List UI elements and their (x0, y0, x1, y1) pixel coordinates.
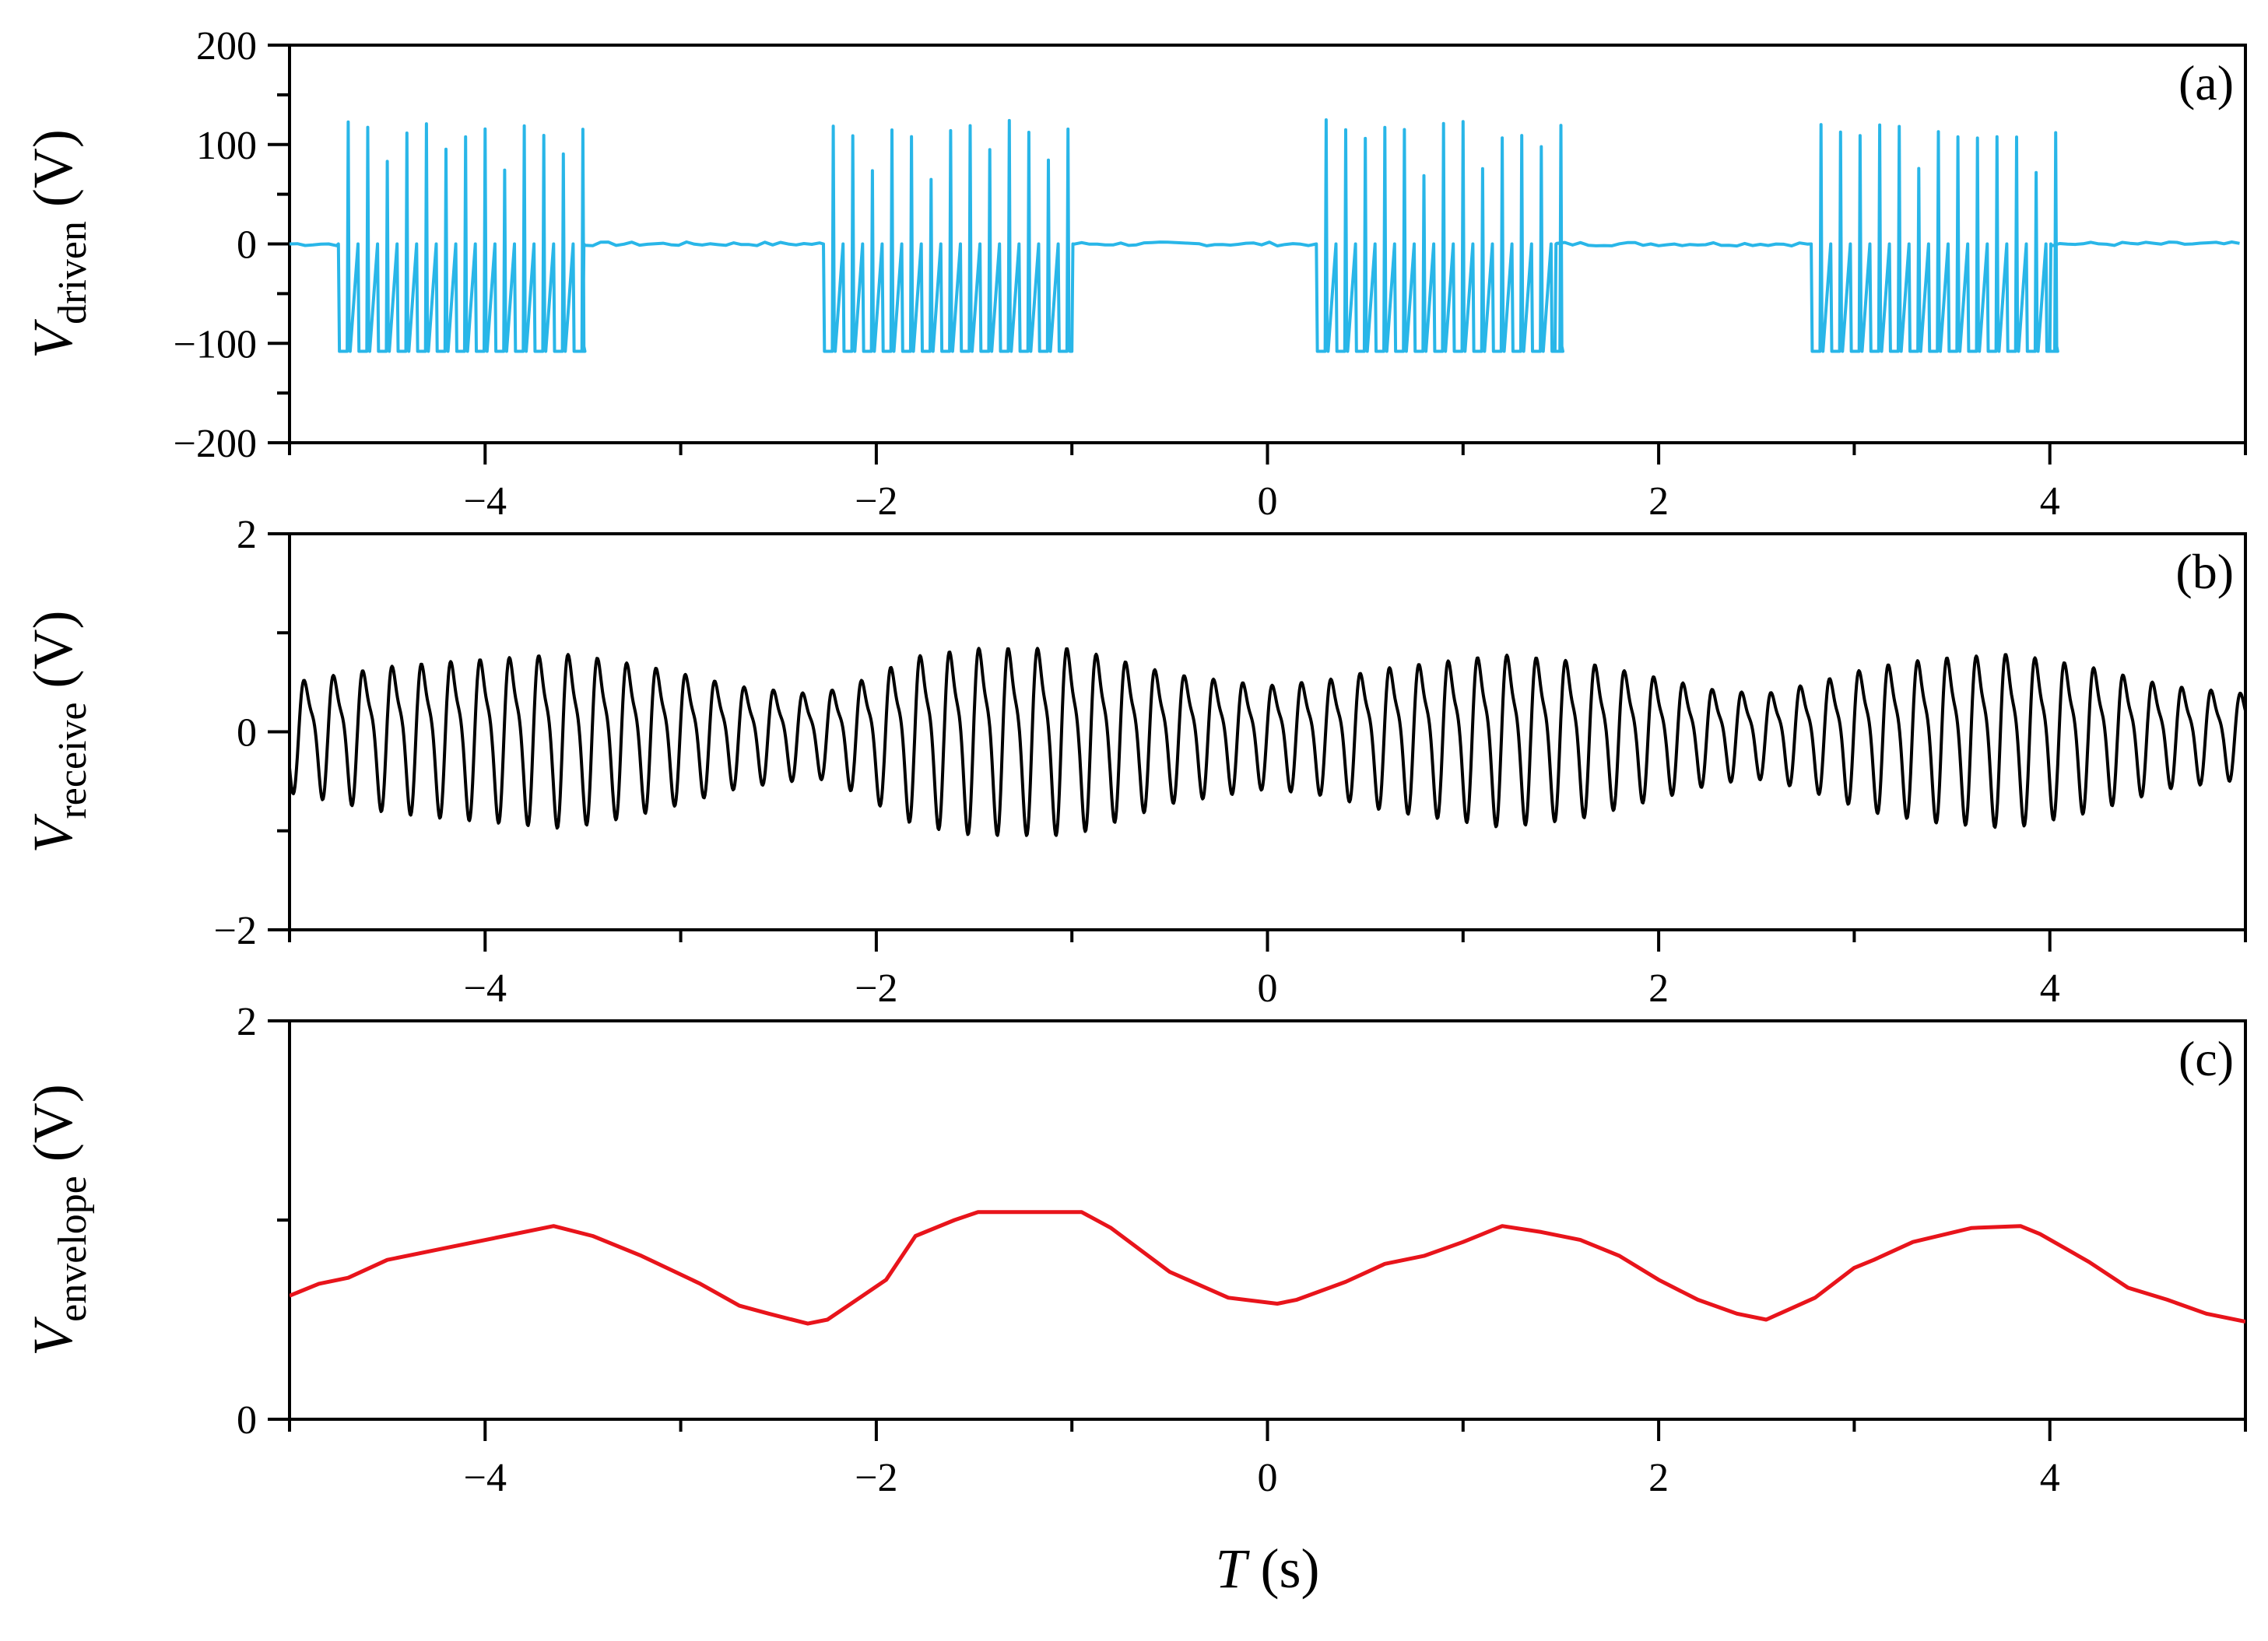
y-tick-label: 0 (237, 711, 257, 756)
x-tick-label: 4 (2040, 1456, 2060, 1500)
x-tick-label: −2 (855, 1456, 897, 1500)
y-tick-label: 200 (196, 24, 257, 68)
y-tick-label: −2 (214, 909, 257, 953)
panel-tag: (a) (2178, 55, 2234, 110)
y-tick-label: −200 (174, 422, 257, 466)
y-axis-label: Vdriven (V) (22, 129, 95, 359)
x-tick-label: 2 (1648, 479, 1669, 524)
y-axis-label: Vreceive (V) (22, 610, 95, 853)
x-tick-label: 0 (1258, 479, 1278, 524)
x-tick-label: 2 (1648, 1456, 1669, 1500)
series-line-b (290, 647, 2245, 837)
x-tick-label: −4 (464, 966, 507, 1011)
x-axis-label: T (s) (1215, 1538, 1319, 1600)
y-tick-label: −100 (174, 322, 257, 366)
panel-b: −4 −2 0 2 4 −2 0 2 Vreceive (V) (b) (22, 513, 2247, 1011)
series-line-a (290, 118, 2240, 353)
y-tick-label: 2 (237, 1000, 257, 1044)
x-tick-label: 0 (1258, 1456, 1278, 1500)
x-tick-label: −2 (855, 966, 897, 1011)
x-tick-label: −4 (464, 1456, 507, 1500)
panel-tag: (b) (2175, 544, 2234, 599)
plot-frame (288, 1019, 2247, 1421)
panel-c: −4 −2 0 2 4 0 2 Venvelope (V) (c) T (s) (22, 1000, 2247, 1600)
y-axis-label: Venvelope (V) (22, 1084, 95, 1356)
x-tick-label: 2 (1648, 966, 1669, 1011)
y-tick-label: 2 (237, 513, 257, 557)
y-tick-label: 100 (196, 124, 257, 168)
x-tick-label: 4 (2040, 479, 2060, 524)
x-tick-label: −4 (464, 479, 507, 524)
x-tick-label: 4 (2040, 966, 2060, 1011)
panel-a: −4 −2 0 2 4 −200 −100 0 100 200 Vdriven (V) (a) (22, 24, 2247, 524)
x-tick-label: −2 (855, 479, 897, 524)
series-line-c (290, 1210, 2245, 1326)
y-tick-label: 0 (237, 223, 257, 268)
y-tick-label: 0 (237, 1398, 257, 1443)
panel-tag: (c) (2178, 1031, 2234, 1086)
x-tick-label: 0 (1258, 966, 1278, 1011)
